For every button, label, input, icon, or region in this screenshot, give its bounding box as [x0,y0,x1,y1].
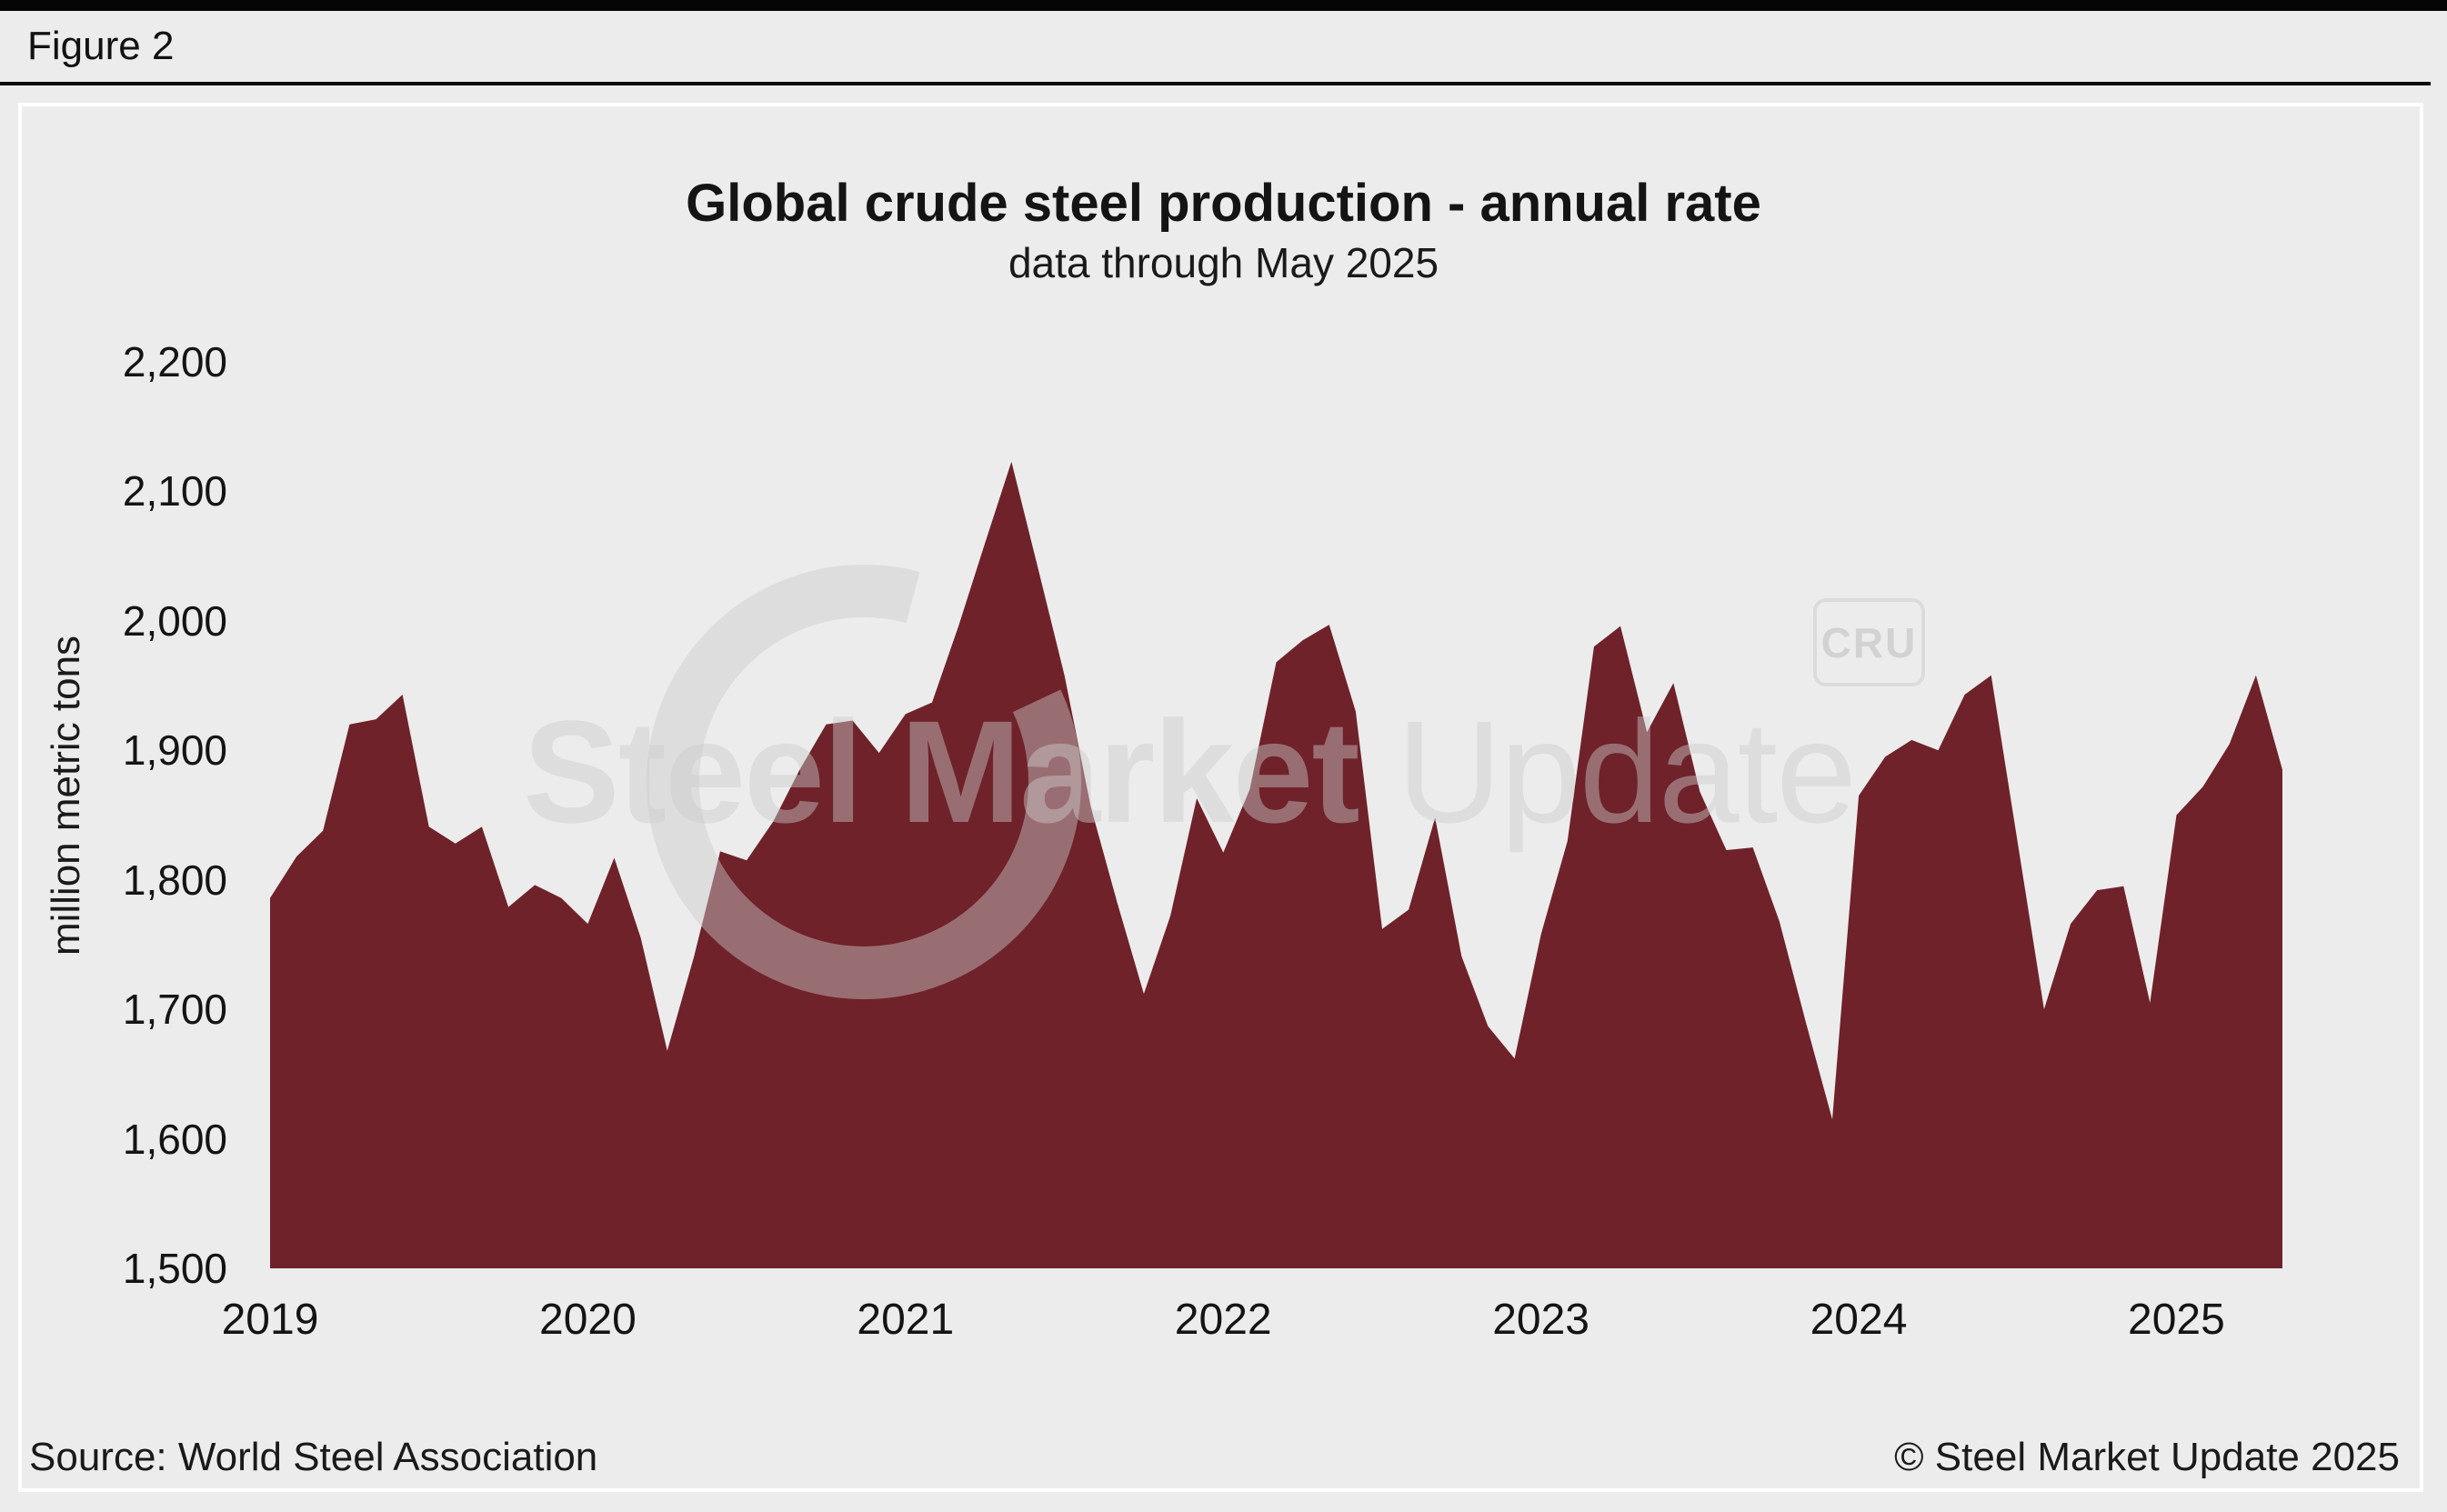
y-tick-label: 1,700 [122,986,227,1034]
y-tick-label: 1,500 [122,1245,227,1292]
cru-logo-text: CRU [1820,618,1918,666]
y-tick-label: 2,100 [122,467,227,516]
heading-divider [0,82,2431,85]
x-tick-label: 2023 [1492,1296,1590,1344]
x-tick-label: 2019 [221,1296,319,1344]
y-tick-label: 1,600 [122,1115,227,1163]
chart-title: Global crude steel production - annual r… [686,174,1761,233]
x-tick-label: 2021 [857,1296,955,1344]
y-tick-label: 2,000 [122,596,227,645]
chart-subtitle: data through May 2025 [1008,239,1439,286]
x-tick-label: 2022 [1174,1296,1272,1344]
copyright-note: © Steel Market Update 2025 [1894,1435,2400,1479]
cru-logo-badge: CRU [1813,598,1925,686]
area-series-global-crude-steel [270,461,2282,1268]
x-tick-label: 2020 [539,1296,637,1344]
y-tick-label: 1,800 [122,856,227,904]
x-tick-label: 2025 [2128,1296,2225,1344]
source-note: Source: World Steel Association [29,1435,598,1479]
y-tick-label: 2,200 [122,338,227,386]
x-tick-label: 2024 [1810,1296,1908,1344]
figure-label: Figure 2 [27,24,175,68]
top-black-bar [0,0,2447,11]
y-tick-label: 1,900 [122,726,227,775]
